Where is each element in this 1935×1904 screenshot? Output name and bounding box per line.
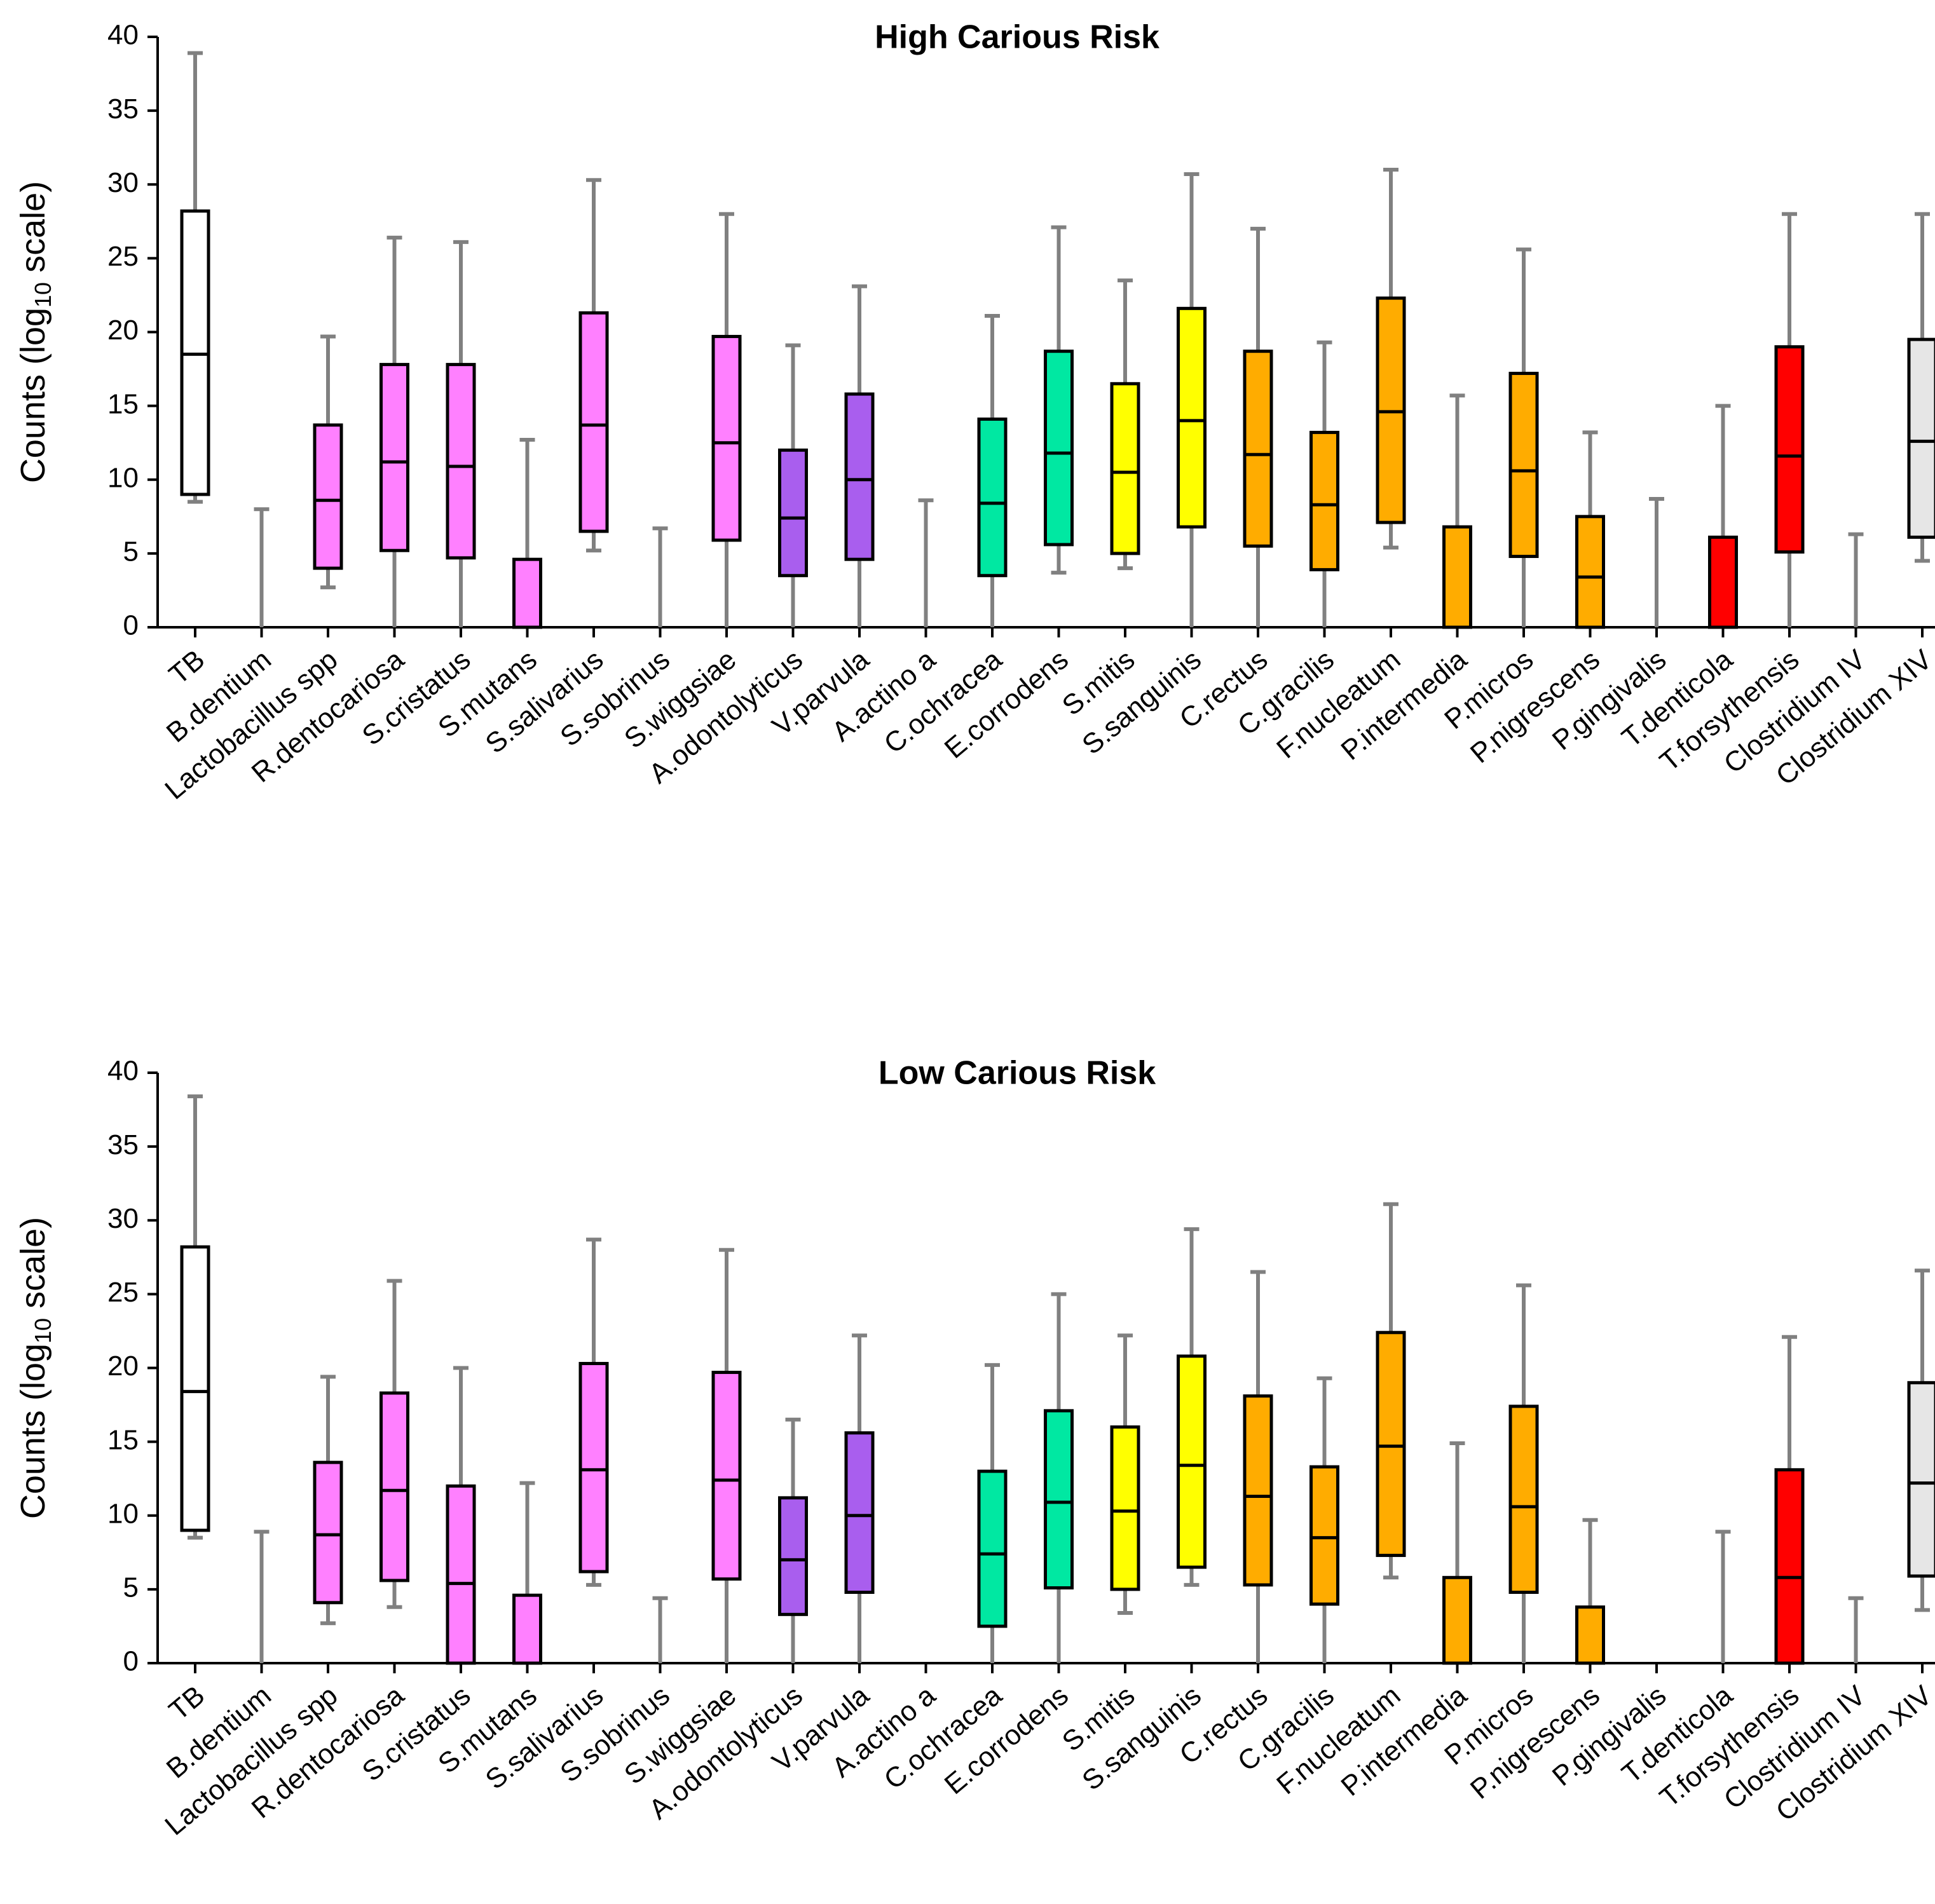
box: [446, 363, 476, 560]
y-axis-label-end: scale): [14, 1217, 52, 1318]
box: [379, 1391, 409, 1582]
box: [1044, 1409, 1074, 1590]
y-tick-label: 10: [107, 1498, 139, 1529]
box: [1774, 1468, 1805, 1665]
box: [844, 392, 875, 561]
y-tick-label: 35: [107, 1129, 139, 1160]
box: [977, 1469, 1008, 1628]
box: [844, 1431, 875, 1595]
y-axis-label-subscript: 10: [30, 282, 56, 308]
y-axis-label-main: Counts (log: [14, 1343, 52, 1519]
y-tick-label: 30: [107, 1203, 139, 1234]
box: [379, 363, 409, 552]
y-axis-label-subscript: 10: [30, 1318, 56, 1343]
box: [1044, 350, 1074, 547]
y-tick-label: 15: [107, 1424, 139, 1455]
y-tick-label: 30: [107, 167, 139, 198]
box: [711, 1370, 742, 1581]
box: [1309, 430, 1339, 571]
box: [1774, 345, 1805, 554]
y-axis-label: Counts (log10 scale): [14, 1217, 56, 1519]
box: [1575, 515, 1605, 629]
y-tick-label: 35: [107, 93, 139, 125]
y-tick-label: 0: [123, 1646, 139, 1677]
y-tick-label: 20: [107, 315, 139, 346]
chart-title: Low Carious Risk: [879, 1055, 1156, 1092]
box: [1907, 337, 1935, 539]
x-tick-label: TB: [163, 1680, 211, 1727]
y-axis-label-end: scale): [14, 181, 52, 282]
box: [1243, 350, 1273, 548]
box: [711, 334, 742, 542]
box: [977, 418, 1008, 578]
chart-title: High Carious Risk: [875, 19, 1159, 56]
box: [1708, 535, 1738, 629]
box: [1110, 1425, 1140, 1591]
box: [512, 1593, 542, 1665]
box: [1442, 525, 1472, 629]
box: [1177, 306, 1207, 529]
box: [512, 557, 542, 629]
y-tick-label: 20: [107, 1350, 139, 1382]
box: [1508, 1404, 1539, 1595]
box: [1376, 1331, 1406, 1557]
box: [1575, 1605, 1605, 1665]
box: [1309, 1465, 1339, 1606]
box: [578, 311, 609, 533]
y-tick-label: 5: [123, 1572, 139, 1603]
box: [1907, 1381, 1935, 1578]
y-tick-label: 15: [107, 388, 139, 419]
y-tick-label: 0: [123, 610, 139, 641]
y-tick-label: 40: [107, 20, 139, 51]
y-tick-label: 25: [107, 1277, 139, 1308]
box: [1442, 1575, 1472, 1665]
box: [313, 423, 343, 570]
y-tick-label: 5: [123, 536, 139, 568]
box: [1110, 382, 1140, 555]
y-axis-label-main: Counts (log: [14, 308, 52, 483]
box: [446, 1484, 476, 1665]
box: [1243, 1394, 1273, 1587]
y-tick-label: 40: [107, 1056, 139, 1087]
box: [313, 1460, 343, 1605]
x-tick-label: TB: [163, 644, 211, 691]
y-axis-label: Counts (log10 scale): [14, 181, 56, 483]
box: [180, 1245, 210, 1532]
box: [578, 1362, 609, 1574]
y-tick-label: 10: [107, 462, 139, 493]
box: [1177, 1354, 1207, 1569]
box: [1508, 372, 1539, 559]
box: [778, 448, 808, 578]
box: [778, 1496, 808, 1616]
y-tick-label: 25: [107, 241, 139, 272]
